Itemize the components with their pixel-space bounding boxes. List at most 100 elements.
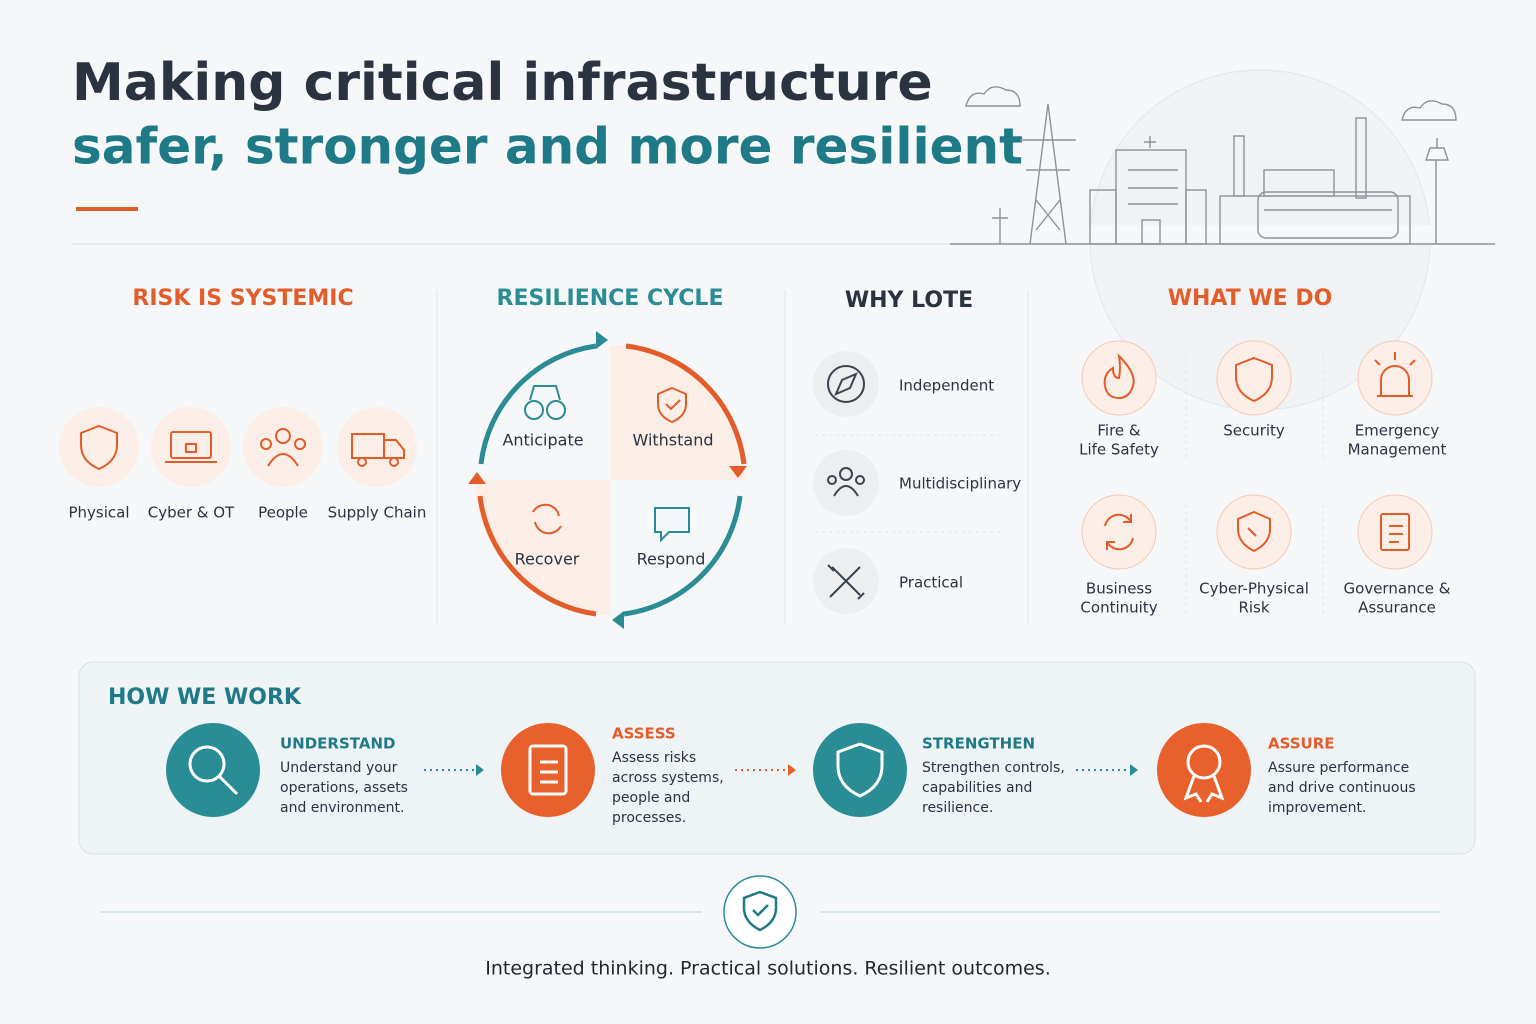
step-description: across systems, xyxy=(612,770,724,786)
icon-shape xyxy=(528,744,568,796)
icon-shape xyxy=(813,723,907,817)
icon-shape xyxy=(657,386,687,424)
icon-shape xyxy=(524,385,566,420)
icon-shape xyxy=(1380,513,1410,551)
why-label: Practical xyxy=(899,574,963,592)
cycle-arrowheads xyxy=(468,331,747,629)
icon-shape xyxy=(1216,494,1292,570)
step-title: STRENGTHEN xyxy=(922,735,1035,753)
icon-shape xyxy=(59,407,139,487)
icon-shape xyxy=(813,450,879,516)
icon-shape xyxy=(1237,510,1271,553)
tagline: Integrated thinking. Practical solutions… xyxy=(485,958,1051,980)
what-labels: Fire & Life Safety Security Emergency Ma… xyxy=(1079,422,1451,617)
icon-shape xyxy=(950,225,1495,245)
risk-label: Cyber & OT xyxy=(148,504,235,522)
why-label: Independent xyxy=(899,377,994,395)
icon-shape xyxy=(965,86,1021,107)
quadrant-shade xyxy=(475,480,610,615)
icon-shape xyxy=(243,407,323,487)
icon-shape xyxy=(839,467,853,481)
icon-shape xyxy=(1157,723,1251,817)
quadrant-shade xyxy=(610,345,745,480)
icon-shape xyxy=(1103,353,1135,400)
risk-icons xyxy=(59,407,417,487)
section-title: RISK IS SYSTEMIC xyxy=(132,286,353,311)
icon-shape xyxy=(827,365,865,403)
icon-shape xyxy=(596,331,608,349)
icon-shape xyxy=(833,485,859,497)
icon-shape xyxy=(524,400,544,420)
icon-shape xyxy=(1355,117,1367,199)
icon-shape xyxy=(477,495,597,617)
step-description: Strengthen controls, xyxy=(922,760,1065,776)
step-description: and drive continuous xyxy=(1268,780,1416,796)
icon-shape xyxy=(1144,136,1156,148)
step-title: ASSESS xyxy=(612,725,676,743)
what-label: Life Safety xyxy=(1079,441,1159,459)
how-panel xyxy=(78,661,1476,855)
icon-shape xyxy=(836,742,884,798)
icon-shape xyxy=(813,351,879,417)
icon-shape xyxy=(389,457,399,467)
icon-shape xyxy=(729,466,747,478)
icon-shape xyxy=(151,407,231,487)
icon-shape xyxy=(1357,340,1433,416)
step-arrowheads xyxy=(476,764,1138,776)
icon-shape xyxy=(827,564,865,600)
step-description: improvement. xyxy=(1268,800,1366,816)
icon-shape xyxy=(1185,189,1207,245)
icon-shape xyxy=(260,438,272,450)
quadrant-label: Respond xyxy=(637,550,706,569)
what-label: Assurance xyxy=(1358,599,1436,617)
risk-label: People xyxy=(258,504,308,522)
icon-shape xyxy=(185,443,197,453)
icon-shape xyxy=(788,764,796,776)
step-description: Assess risks xyxy=(612,750,696,766)
column-dividers xyxy=(436,290,1324,625)
what-label: Business xyxy=(1086,580,1152,598)
icon-shape xyxy=(540,760,558,784)
why-label: Multidisciplinary xyxy=(899,475,1021,493)
icon-shape xyxy=(742,890,778,932)
icon-shape xyxy=(170,431,212,459)
step-title: ASSURE xyxy=(1268,735,1335,753)
icon-shape xyxy=(267,453,299,467)
icon-shape xyxy=(1216,340,1292,416)
cycle-icons xyxy=(524,385,690,543)
what-label: Cyber-Physical xyxy=(1199,580,1309,598)
what-label: Management xyxy=(1348,441,1447,459)
risk-label: Physical xyxy=(68,504,129,522)
step-title: UNDERSTAND xyxy=(280,735,395,753)
icon-shape xyxy=(166,723,260,817)
section-title: RESILIENCE CYCLE xyxy=(497,286,724,311)
risk-label: Supply Chain xyxy=(328,504,427,522)
step-description: Understand your xyxy=(280,760,398,776)
icon-shape xyxy=(188,745,226,783)
icon-shape xyxy=(532,503,562,535)
icon-shape xyxy=(351,433,385,459)
title-line2: safer, stronger and more resilient xyxy=(72,118,1023,176)
step-description: capabilities and xyxy=(922,780,1032,796)
icon-shape xyxy=(1425,138,1449,244)
icon-shape xyxy=(834,372,858,396)
step-description: operations, assets xyxy=(280,780,408,796)
icon-shape xyxy=(384,439,405,459)
why-labels: Independent Multidisciplinary Practical xyxy=(899,377,1021,592)
icon-shape xyxy=(827,475,837,485)
icon-shape xyxy=(501,723,595,817)
risk-glyphs xyxy=(80,424,405,471)
icon-shape xyxy=(1089,189,1117,245)
icon-shape xyxy=(478,343,597,465)
icon-shape xyxy=(1130,764,1138,776)
step-descriptions: Understand your operations, assets and e… xyxy=(280,750,1416,826)
icon-shape xyxy=(1141,219,1161,245)
step-description: people and xyxy=(612,790,690,806)
step-circles xyxy=(166,723,1251,817)
cycle-labels: Anticipate Withstand Recover Respond xyxy=(502,431,713,569)
icon-shape xyxy=(294,438,306,450)
footer-emblem xyxy=(100,875,1440,949)
what-label: Governance & xyxy=(1344,580,1451,598)
what-label: Fire & xyxy=(1097,422,1141,440)
icon-shape xyxy=(1081,494,1157,570)
